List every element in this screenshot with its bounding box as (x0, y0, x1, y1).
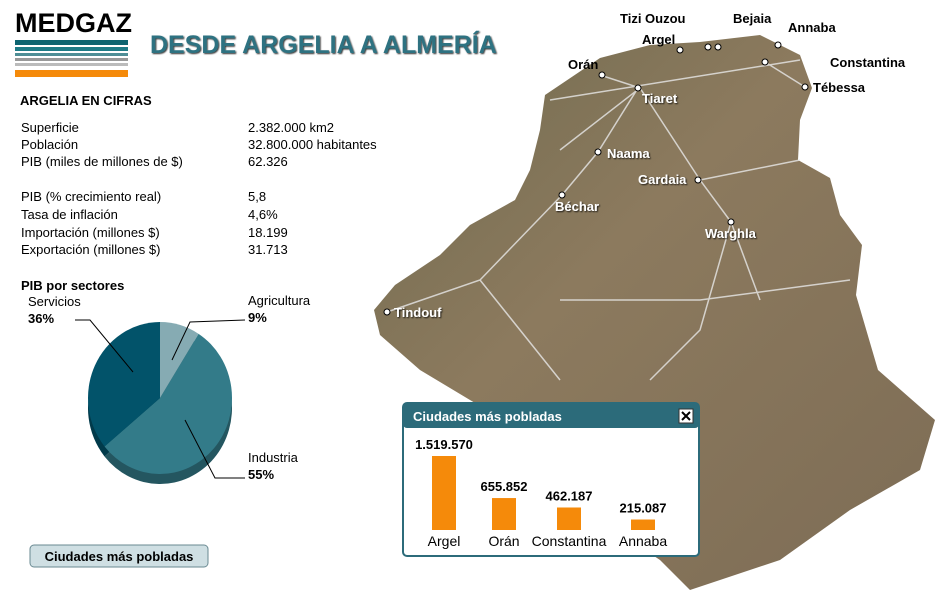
bar (492, 498, 516, 530)
city-dot (761, 58, 769, 66)
pie-category: Industria (248, 450, 299, 465)
city-dot (598, 71, 606, 79)
bar-category: Annaba (619, 533, 667, 549)
pie-value-label: 36% (28, 311, 54, 326)
city-label: Warghla (705, 226, 757, 241)
stat-value: 18.199 (248, 225, 288, 240)
logo-stripes (15, 40, 128, 77)
stat-value: 4,6% (248, 207, 278, 222)
pie-slice (160, 322, 199, 398)
pie-slice (88, 322, 160, 447)
pie-value-label: 55% (248, 467, 274, 482)
bar (631, 519, 655, 530)
bar (432, 456, 456, 530)
bar (557, 507, 581, 530)
stat-value: 5,8 (248, 189, 266, 204)
pie-title: PIB por sectores (21, 278, 124, 293)
stat-value: 31.713 (248, 242, 288, 257)
city-dot (704, 43, 712, 51)
bar-category: Argel (428, 533, 461, 549)
leader-line (171, 319, 246, 361)
bar-value-label: 1.519.570 (415, 437, 473, 452)
stat-label: Superficie (21, 120, 79, 135)
city-dot (727, 218, 735, 226)
bar-value-label: 215.087 (620, 501, 667, 516)
leader-line (184, 419, 245, 479)
page-title: DESDE ARGELIA A ALMERÍA (150, 30, 497, 59)
stat-label: Tasa de inflación (21, 207, 118, 222)
city-label: Constantina (830, 55, 906, 70)
city-label: Bejaia (733, 11, 772, 26)
stat-value: 2.382.000 km2 (248, 120, 334, 135)
stats-title: ARGELIA EN CIFRAS (20, 93, 152, 108)
button[interactable]: Ciudades más pobladas (29, 544, 209, 568)
pie-category: Servicios (28, 294, 81, 309)
popup-title: Ciudades más pobladas (413, 409, 562, 424)
city-label: Orán (568, 57, 598, 72)
city-label: Tizi Ouzou (620, 11, 686, 26)
city-dot (383, 308, 391, 316)
city-label: Annaba (788, 20, 836, 35)
city-label: Tiaret (642, 91, 678, 106)
city-dot (676, 46, 684, 54)
bar-category: Orán (488, 533, 519, 549)
city-dot (558, 191, 566, 199)
pie-value-label: 9% (248, 310, 267, 325)
city-label: Tébessa (813, 80, 866, 95)
city-label: Béchar (555, 199, 599, 214)
city-dot (634, 84, 642, 92)
city-label: Naama (607, 146, 650, 161)
city-dot (774, 41, 782, 49)
city-dot (594, 148, 602, 156)
city-label: Argel (642, 32, 675, 47)
logo: MEDGAZ (15, 8, 132, 38)
stat-label: PIB (miles de millones de $) (21, 154, 183, 169)
city-dot (801, 83, 809, 91)
popup (402, 402, 700, 557)
bar-value-label: 655.852 (481, 479, 528, 494)
city-label: Tindouf (394, 305, 442, 320)
leader-line (75, 319, 134, 373)
stat-value: 32.800.000 habitantes (248, 137, 377, 152)
bar-category: Constantina (532, 533, 607, 549)
stat-label: Importación (millones $) (21, 225, 160, 240)
stat-label: Exportación (millones $) (21, 242, 160, 257)
stat-value: 62.326 (248, 154, 288, 169)
pie-slice (104, 333, 232, 475)
city-dot (694, 176, 702, 184)
city-dot (714, 43, 722, 51)
bar-value-label: 462.187 (546, 488, 593, 503)
stat-label: Población (21, 137, 78, 152)
button-label[interactable]: Ciudades más pobladas (45, 549, 194, 564)
close-button[interactable] (678, 408, 694, 424)
city-label: Gardaia (638, 172, 687, 187)
pie-category: Agricultura (248, 293, 311, 308)
stat-label: PIB (% crecimiento real) (21, 189, 161, 204)
